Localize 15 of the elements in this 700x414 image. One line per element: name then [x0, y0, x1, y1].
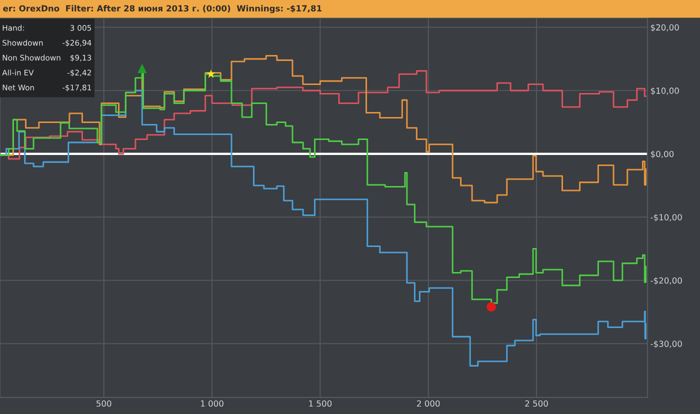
point	[137, 64, 147, 74]
point	[206, 69, 216, 78]
point	[486, 302, 496, 312]
y-tick-label: $10,00	[650, 87, 679, 95]
x-tick-label: 1 000	[201, 400, 224, 407]
y-tick-label: -$30,00	[650, 340, 682, 348]
x-tick-label: 500	[96, 400, 112, 407]
y-tick-label: $20,00	[650, 24, 679, 32]
y-tick-label: $0,00	[650, 150, 674, 158]
chart-title: er: OrexDno Filter: After 28 июня 2013 г. (0:00) Winnings: -$17,81	[3, 5, 322, 14]
y-tick-label: -$10,00	[650, 214, 682, 222]
x-tick-label: 1 500	[309, 400, 332, 407]
x-tick-label: 2 500	[525, 400, 548, 407]
y-tick-label: -$20,00	[650, 277, 682, 285]
x-tick-label: 2 000	[417, 400, 440, 407]
